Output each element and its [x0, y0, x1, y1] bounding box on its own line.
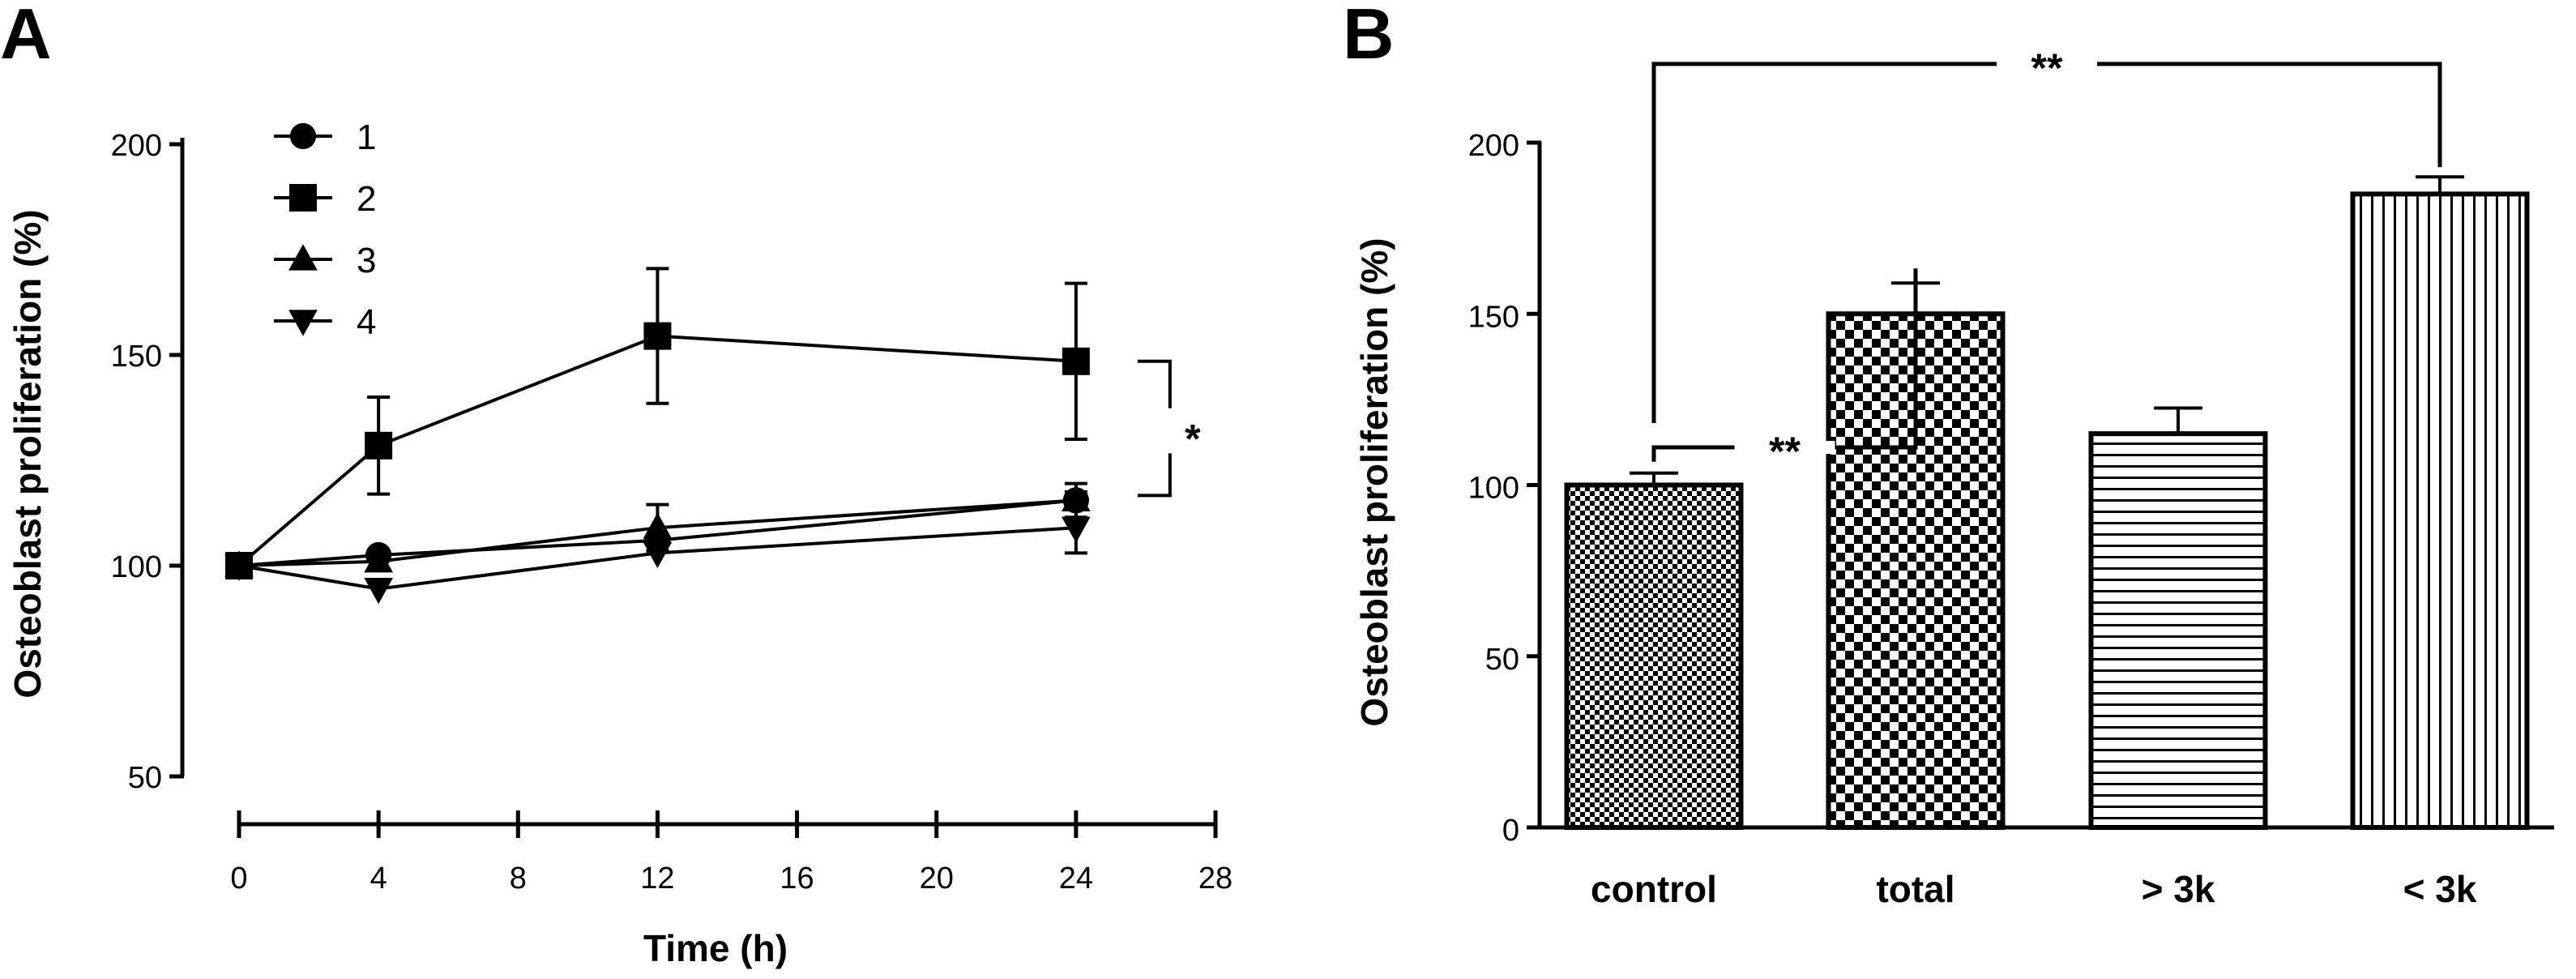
legend-marker-3	[288, 244, 318, 271]
bracket-gap	[1734, 441, 1835, 455]
panel-b: B Osteoblast proliferation (%) 0 50 100 150…	[1343, 0, 2554, 910]
panel-b-y-tick-label: 150	[1468, 300, 1519, 334]
series-4-point	[1062, 516, 1091, 543]
significance-star: *	[1185, 417, 1201, 462]
panel-a-label: A	[0, 0, 52, 74]
legend-label-4: 4	[357, 302, 376, 342]
series-3-point	[643, 512, 673, 539]
panel-b-label: B	[1343, 0, 1395, 74]
bar-group-3: < 3k	[2350, 175, 2530, 910]
panel-b-y-tick-label: 200	[1468, 129, 1519, 163]
significance-stars: **	[1769, 429, 1801, 474]
series-2-point	[643, 322, 672, 350]
panel-a-y-tick-label: 150	[111, 340, 162, 374]
panel-b-y-ticks: 0 50 100 150 200	[1468, 129, 1541, 848]
significance-stars: **	[2031, 45, 2063, 91]
series-4-point	[364, 578, 393, 605]
legend-label-3: 3	[357, 241, 376, 280]
panel-a-y-tick-label: 100	[111, 550, 162, 584]
series-4	[224, 501, 1091, 605]
panel-a-x-tick-label: 28	[1198, 861, 1232, 896]
panel-a-legend: 1 2 3 4	[274, 118, 376, 342]
bracket-line	[1137, 359, 1172, 498]
panel-a-series	[224, 267, 1091, 605]
legend-label-1: 1	[357, 118, 376, 157]
bar-group-0: control	[1564, 471, 1744, 910]
panel-a-x-tick-label: 20	[920, 861, 954, 896]
bracket-control-lt3k	[1651, 62, 2442, 424]
series-3-point	[364, 546, 393, 573]
panel-b-bars: control total > 3k < 3k	[1564, 175, 2530, 910]
series-2-point	[1062, 347, 1090, 375]
panel-a-x-tick-label: 0	[230, 861, 247, 896]
panel-a-x-tick-label: 12	[640, 861, 674, 896]
category-label: total	[1876, 868, 1954, 910]
panel-a: A Osteoblast proliferation (%) Time (h) …	[0, 0, 1232, 969]
panel-b-y-tick-label: 100	[1468, 472, 1519, 506]
panel-a-y-ticks: 50 100 150 200	[111, 129, 184, 795]
panel-a-x-tick-label: 8	[510, 861, 527, 896]
legend-label-2: 2	[357, 179, 376, 219]
category-label: > 3k	[2142, 868, 2215, 910]
panel-a-significance-bracket: *	[1137, 359, 1201, 498]
legend-marker-2	[289, 184, 317, 212]
panel-a-y-axis-label: Osteoblast proliferation (%)	[6, 209, 49, 698]
panel-a-x-ticks: 0 4 8 12 16 20 24 28	[230, 810, 1232, 896]
panel-b-y-axis-label: Osteoblast proliferation (%)	[1353, 237, 1395, 726]
bar-group-2: > 3k	[2088, 406, 2268, 910]
series-1-line	[238, 498, 1077, 567]
bar	[2088, 431, 2268, 830]
bar	[1564, 482, 1744, 830]
series-2-point	[365, 431, 393, 460]
series-4-point	[224, 554, 254, 581]
series-2-line	[237, 334, 1076, 567]
panel-b-y-tick-label: 0	[1502, 814, 1519, 848]
panel-b-significance-brackets: ** **	[1651, 45, 2442, 474]
panel-b-y-tick-label: 50	[1485, 643, 1519, 677]
category-label: control	[1591, 868, 1717, 910]
bracket-gap	[1997, 57, 2097, 71]
panel-a-x-tick-label: 4	[370, 861, 387, 896]
series-3-point	[1062, 485, 1091, 511]
panel-a-y-tick-label: 200	[111, 129, 162, 163]
legend-marker-4	[288, 310, 318, 336]
panel-a-x-tick-label: 24	[1059, 861, 1093, 896]
category-label: < 3k	[2403, 868, 2477, 910]
bar	[2350, 191, 2530, 830]
series-4-line	[238, 526, 1076, 591]
series-4-point	[643, 541, 673, 569]
panel-a-x-axis-label: Time (h)	[643, 927, 788, 969]
panel-a-y-tick-label: 50	[128, 761, 162, 795]
series-3-line	[238, 498, 1076, 567]
legend-marker-1	[289, 122, 317, 150]
panel-a-x-tick-label: 16	[780, 861, 814, 896]
